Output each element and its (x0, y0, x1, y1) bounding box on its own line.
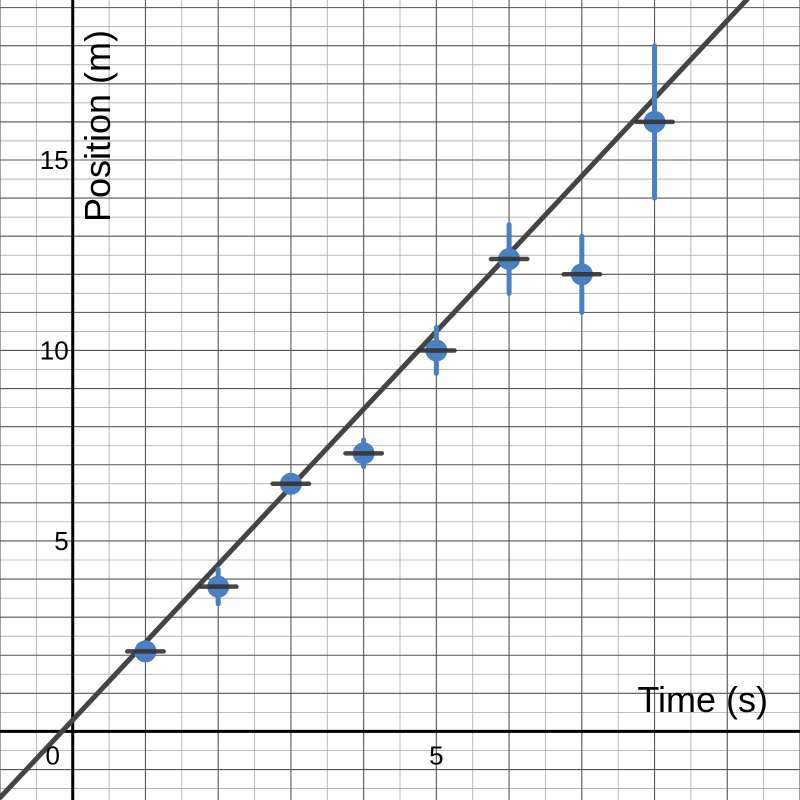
y-tick-label: 5 (54, 526, 68, 556)
points-group (125, 43, 675, 663)
tick-labels: 0 5 5 10 15 (40, 145, 444, 770)
data-point-group (270, 472, 312, 495)
y-axis-title: Position (m) (77, 30, 118, 222)
x-tick-label: 0 (45, 740, 59, 770)
data-point-group (415, 325, 457, 376)
y-tick-label: 10 (40, 335, 69, 365)
data-point-group (125, 640, 166, 663)
y-tick-label: 15 (40, 145, 69, 175)
data-point-group (561, 233, 603, 315)
data-point-group (343, 437, 385, 470)
x-tick-label: 5 (429, 740, 443, 770)
x-axis-title: Time (s) (637, 679, 768, 720)
data-point-group (634, 43, 675, 201)
data-point-group (488, 222, 530, 296)
data-point-group (197, 567, 239, 607)
